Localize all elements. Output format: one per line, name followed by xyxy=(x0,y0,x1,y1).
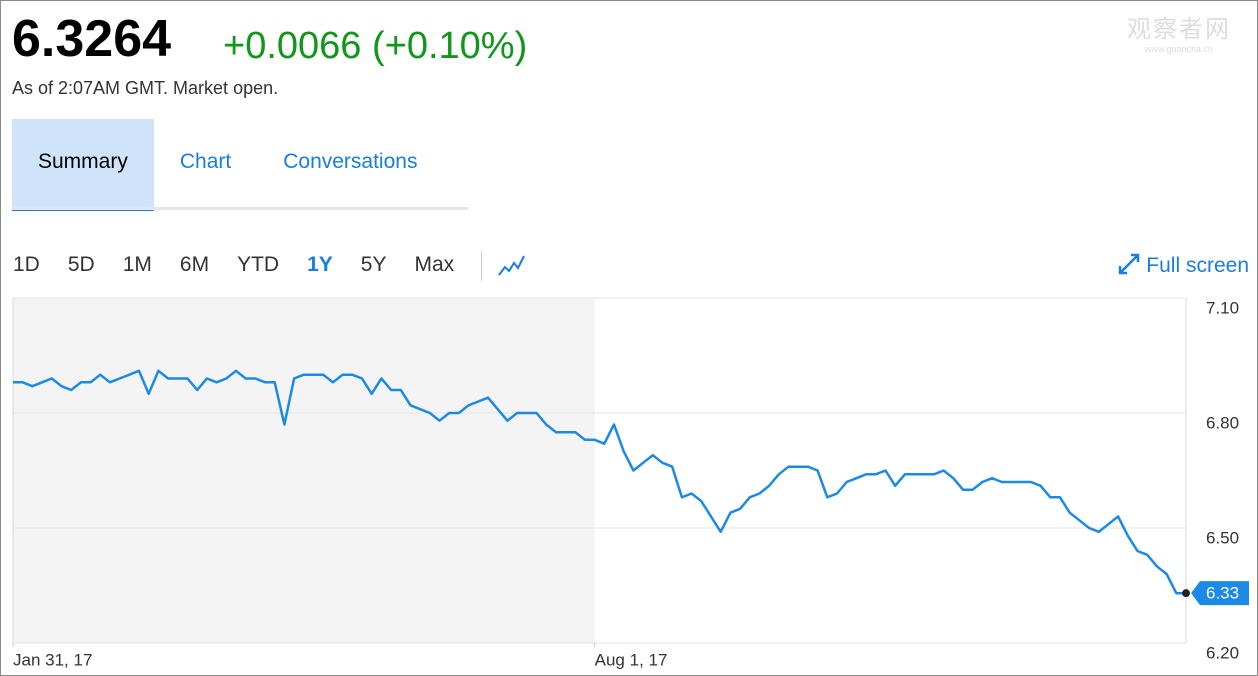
tab-rule xyxy=(12,207,468,210)
range-selector: 1D 5D 1M 6M YTD 1Y 5Y Max xyxy=(13,253,482,277)
shaded-period xyxy=(13,298,595,643)
range-button[interactable]: 1D xyxy=(13,253,40,276)
range-button[interactable]: Max xyxy=(414,253,455,276)
current-marker xyxy=(1182,589,1190,598)
range-button[interactable]: 5D xyxy=(67,253,95,276)
range-button[interactable]: YTD xyxy=(237,253,280,276)
tabs: Summary Chart Conversations xyxy=(12,119,443,211)
tab[interactable]: Conversations xyxy=(283,150,418,173)
full-screen[interactable]: Full screen xyxy=(1118,253,1249,278)
watermark-title: 观察者网 xyxy=(1127,16,1231,43)
y-tick-label: 6.50 xyxy=(1206,528,1239,547)
watermark: 观察者网 www.guancha.cn xyxy=(1127,9,1231,54)
price-change: +0.0066 (+0.10%) xyxy=(223,25,528,67)
price: 6.3264 xyxy=(12,10,172,68)
range-button[interactable]: 1Y xyxy=(307,253,333,276)
tab[interactable]: Chart xyxy=(179,150,232,173)
full-screen-icon xyxy=(1119,253,1140,275)
watermark-url: www.guancha.cn xyxy=(1144,44,1214,54)
y-tick-label: 7.10 xyxy=(1206,298,1239,317)
current-label: 6.33 xyxy=(1206,584,1239,603)
as-of: As of 2:07AM GMT. Market open. xyxy=(12,78,279,98)
full-screen-label: Full screen xyxy=(1146,254,1249,277)
separator xyxy=(481,251,482,281)
tab[interactable]: Summary xyxy=(12,119,154,211)
y-tick-label: 6.80 xyxy=(1206,413,1239,432)
range-button[interactable]: 5Y xyxy=(360,253,387,276)
chart-type-icon[interactable] xyxy=(498,255,525,276)
current-badge xyxy=(1191,581,1249,606)
x-tick-label: Aug 1, 17 xyxy=(595,650,668,669)
price-line xyxy=(13,369,1186,595)
y-tick-label: 6.20 xyxy=(1206,643,1239,662)
range-button[interactable]: 6M xyxy=(179,253,210,276)
range-button[interactable]: 1M xyxy=(122,253,152,276)
x-tick-label: Jan 31, 17 xyxy=(13,650,92,669)
